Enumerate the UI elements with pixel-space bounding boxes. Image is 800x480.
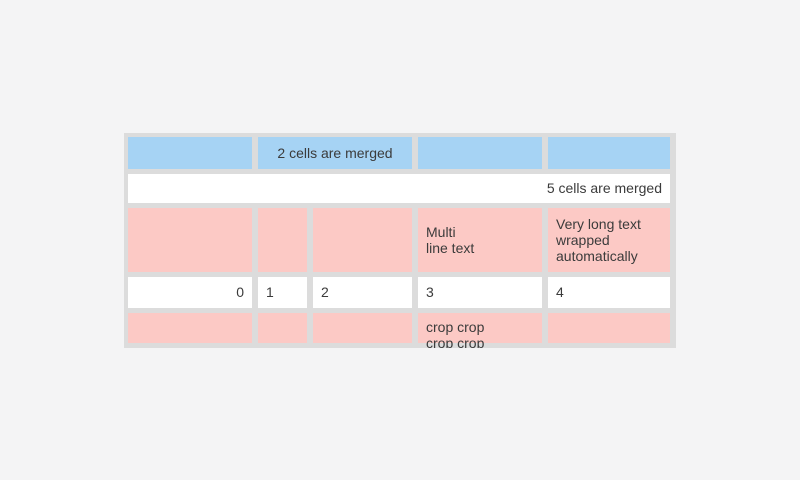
empty-pink-cell-7 [548,312,670,343]
empty-pink-cell-5 [258,312,307,343]
merged-5-cells: 5 cells are merged [128,173,670,203]
demo-table: 2 cells are merged 5 cells are merged Mu… [124,132,676,348]
multi-line-cell: Multi line text [418,207,542,272]
empty-blue-cell-3 [548,136,670,169]
number-cell-0: 0 [128,276,252,308]
number-cell-1: 1 [258,276,307,308]
empty-blue-cell-2 [418,136,542,169]
number-cell-4: 4 [548,276,670,308]
empty-pink-cell-2 [258,207,307,272]
empty-pink-cell-3 [313,207,412,272]
empty-pink-cell-6 [313,312,412,343]
number-cell-3: 3 [418,276,542,308]
number-cell-2: 2 [313,276,412,308]
empty-pink-cell-1 [128,207,252,272]
cropped-text: crop crop crop crop [426,318,485,348]
wrapped-text-cell: Very long text wrapped automatically [548,207,670,272]
empty-blue-cell-1 [128,136,252,169]
merged-2-cells: 2 cells are merged [258,136,412,169]
cropped-text-cell: crop crop crop crop [418,312,542,348]
empty-pink-cell-4 [128,312,252,343]
